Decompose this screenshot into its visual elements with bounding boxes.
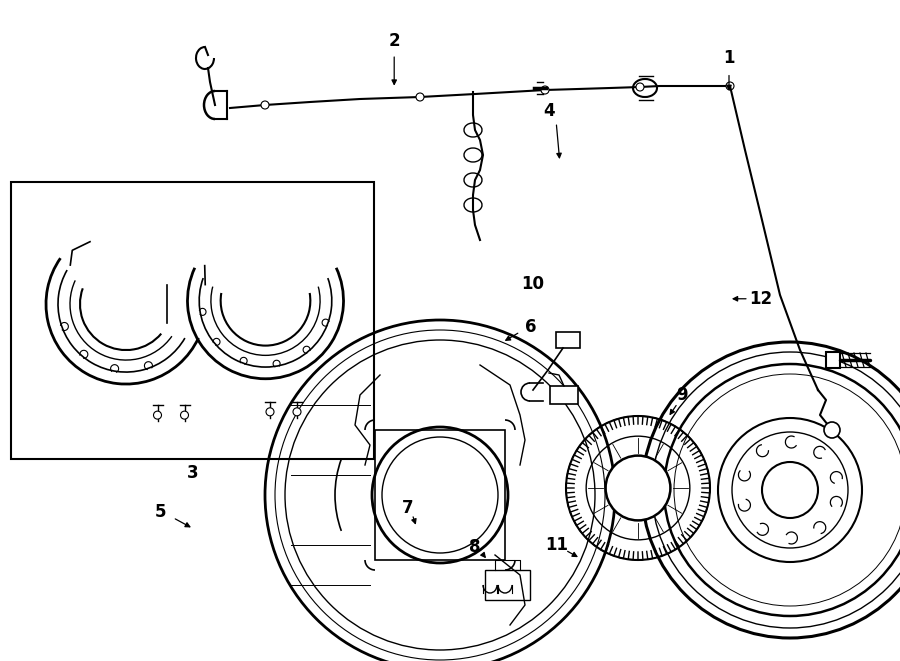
Text: 2: 2: [389, 32, 400, 50]
Circle shape: [636, 83, 644, 91]
Bar: [485, 570, 530, 600]
Text: 7: 7: [402, 498, 413, 517]
Text: 6: 6: [526, 318, 536, 336]
Text: 4: 4: [544, 102, 554, 120]
Circle shape: [541, 86, 549, 94]
Circle shape: [606, 455, 670, 520]
Circle shape: [266, 408, 274, 416]
Text: 3: 3: [187, 463, 198, 482]
Text: 5: 5: [155, 503, 166, 522]
Circle shape: [416, 93, 424, 101]
Circle shape: [261, 101, 269, 109]
Circle shape: [726, 82, 734, 90]
Circle shape: [293, 408, 301, 416]
Bar: [826, 352, 840, 368]
Text: 11: 11: [544, 536, 568, 555]
Bar: [375, 430, 505, 560]
Circle shape: [181, 411, 188, 419]
Text: 9: 9: [677, 386, 688, 405]
Circle shape: [154, 411, 161, 419]
Text: 8: 8: [470, 538, 481, 557]
Bar: [550, 386, 578, 404]
Text: 10: 10: [521, 275, 544, 293]
Circle shape: [762, 462, 818, 518]
Text: 12: 12: [749, 290, 772, 308]
Bar: [556, 332, 580, 348]
Text: 1: 1: [724, 49, 734, 67]
Bar: [11, 182, 374, 459]
Circle shape: [824, 422, 840, 438]
